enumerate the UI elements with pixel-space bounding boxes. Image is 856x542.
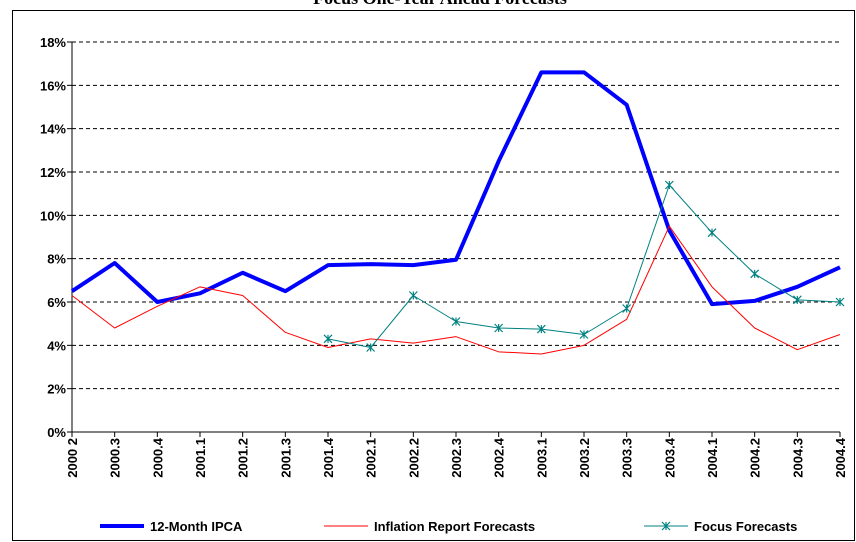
point-marker — [664, 180, 674, 190]
x-tick-label: 2001.4 — [321, 437, 336, 478]
y-tick-label: 16% — [40, 78, 66, 93]
point-marker — [792, 295, 802, 305]
point-marker — [579, 330, 589, 339]
x-tick-label: 2002.2 — [406, 438, 421, 478]
x-tick-label: 2004.3 — [790, 438, 805, 478]
x-tick-label: 2000 2 — [65, 438, 80, 478]
x-tick-label: 2002.3 — [449, 438, 464, 478]
legend-label: Focus Forecasts — [694, 519, 797, 534]
x-tick-label: 2003.4 — [662, 437, 677, 478]
chart-title: Focus One-Year Ahead Forecasts — [313, 0, 567, 8]
legend-label: Inflation Report Forecasts — [374, 519, 535, 534]
x-tick-label: 2002.1 — [364, 438, 379, 478]
point-marker — [750, 269, 760, 279]
y-tick-label: 10% — [40, 208, 66, 223]
point-marker — [408, 291, 418, 300]
series-line — [70, 70, 841, 307]
x-tick-label: 2001.2 — [236, 438, 251, 478]
x-tick-label: 2003.1 — [534, 438, 549, 478]
y-tick-label: 14% — [40, 122, 66, 137]
x-tick-label: 2004.2 — [748, 438, 763, 478]
y-tick-label: 6% — [47, 295, 66, 310]
y-tick-label: 4% — [47, 338, 66, 353]
x-tick-label: 2004.1 — [705, 438, 720, 478]
x-tick-label: 2001.3 — [278, 438, 293, 478]
series-line — [71, 225, 841, 355]
legend-label: 12-Month IPCA — [150, 519, 243, 534]
point-marker — [622, 304, 632, 313]
y-tick-label: 18% — [40, 35, 66, 50]
x-tick-label: 2001.1 — [193, 438, 208, 478]
point-marker — [451, 317, 461, 326]
point-marker — [366, 343, 376, 352]
point-marker — [494, 323, 504, 333]
x-tick-label: 2000.4 — [150, 437, 165, 478]
y-tick-label: 12% — [40, 165, 66, 180]
y-tick-label: 0% — [47, 425, 66, 440]
x-tick-label: 2004.4 — [833, 437, 848, 478]
point-marker — [707, 228, 717, 238]
x-tick-label: 2002.4 — [492, 437, 507, 478]
y-tick-label: 2% — [47, 382, 66, 397]
y-tick-label: 8% — [47, 252, 66, 267]
legend-marker — [661, 521, 671, 531]
point-marker — [835, 297, 845, 307]
x-tick-label: 2003.3 — [620, 438, 635, 478]
x-tick-label: 2000.3 — [108, 438, 123, 478]
point-marker — [323, 334, 333, 344]
point-marker — [536, 324, 546, 334]
chart-frame — [12, 10, 855, 541]
x-tick-label: 2003.2 — [577, 438, 592, 478]
